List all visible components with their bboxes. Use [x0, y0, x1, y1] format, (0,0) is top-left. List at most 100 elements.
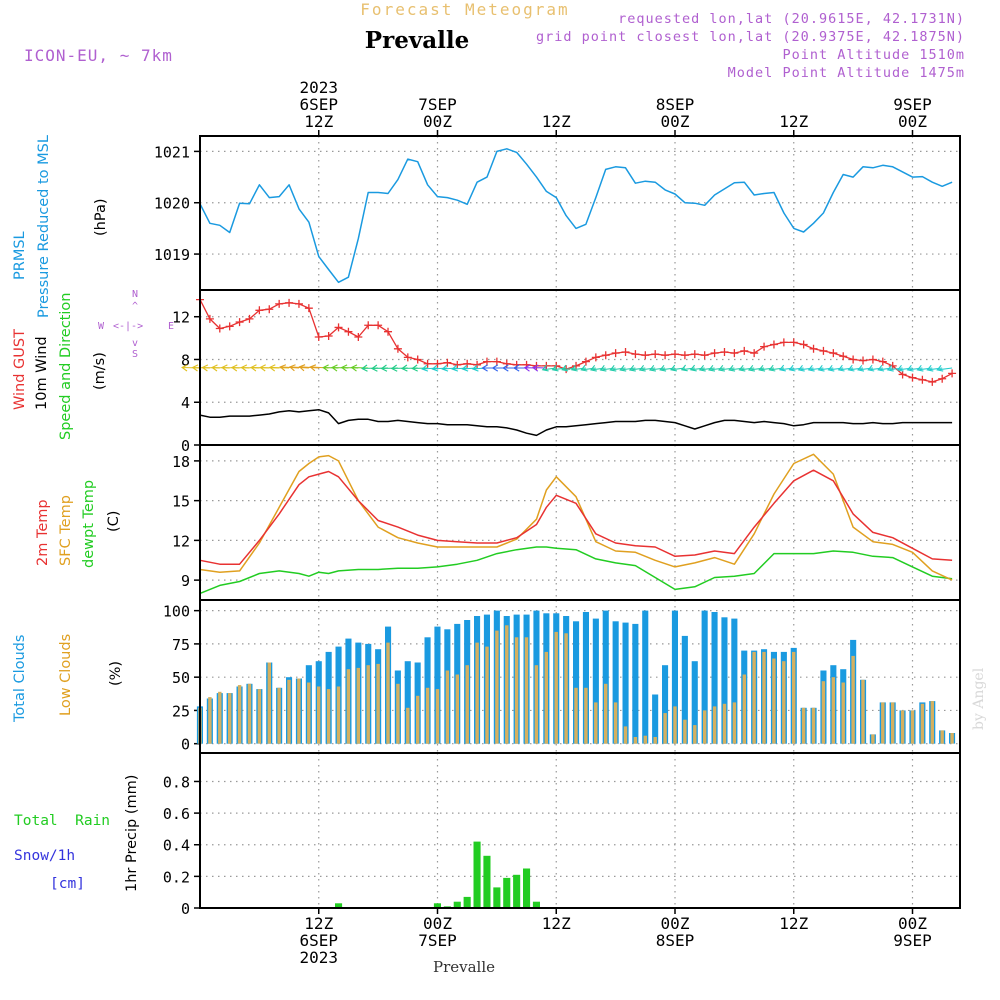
top-tick-label-2-0: 12Z — [542, 112, 571, 131]
gust-marker-22 — [413, 355, 422, 364]
gust-marker-45 — [641, 351, 650, 360]
wind-arrow-60 — [778, 364, 794, 372]
temperature-ytick-label-2: 15 — [172, 493, 190, 511]
total-cloud-bar-53 — [721, 617, 728, 744]
top-tick-label-0-0: 2023 — [299, 78, 338, 97]
gust-marker-58 — [769, 340, 778, 349]
gust-marker-75 — [938, 374, 947, 383]
low-cloud-bar-20 — [396, 683, 400, 744]
gust-marker-73 — [918, 375, 927, 384]
gust-marker-65 — [839, 352, 848, 361]
wind-arrow-54 — [717, 364, 735, 372]
wind-arrow-9 — [268, 364, 290, 372]
wind-dir-label: Speed and Direction — [58, 293, 74, 440]
gust-marker-21 — [403, 353, 412, 362]
rain-bar-1 — [433, 903, 441, 908]
low-cloud-bar-26 — [455, 674, 459, 744]
total-cloud-bar-49 — [681, 635, 688, 744]
gust-marker-24 — [433, 359, 442, 368]
low-cloud-bar-38 — [574, 687, 578, 744]
wind-arrow-51 — [689, 364, 705, 372]
gust-marker-68 — [868, 355, 877, 364]
wind-arrow-67 — [847, 364, 864, 372]
gust-marker-71 — [898, 370, 907, 379]
wind-arrow-75 — [926, 364, 943, 372]
low-cloud-bar-58 — [772, 658, 776, 744]
clouds-ytick-label-2: 50 — [172, 669, 190, 687]
low-cloud-bar-74 — [930, 701, 934, 744]
credit: by Angel — [971, 667, 987, 730]
gust-marker-44 — [631, 350, 640, 359]
gust-marker-8 — [275, 299, 284, 308]
gust-marker-38 — [572, 361, 581, 370]
gust-marker-47 — [661, 351, 670, 360]
super-title: Forecast Meteogram — [360, 0, 569, 19]
wind-arrow-64 — [817, 364, 834, 372]
temperature-ytick-label-0: 9 — [181, 572, 190, 590]
grid-point-coords: grid point closest lon,lat (20.9375E, 42… — [536, 29, 965, 45]
pressure-label-1: PRMSL — [12, 231, 28, 280]
gust-marker-20 — [393, 344, 402, 353]
temperature-ytick-label-3: 18 — [172, 453, 190, 471]
total-cloud-bar-54 — [731, 618, 738, 744]
gust-marker-56 — [750, 349, 759, 358]
low-cloud-bar-14 — [336, 686, 341, 744]
wind-arrow-53 — [708, 364, 725, 372]
low-cloud-bar-6 — [257, 689, 262, 744]
gust-marker-53 — [720, 348, 729, 356]
low-cloud-bar-28 — [475, 642, 479, 744]
low-cloud-bar-19 — [386, 642, 390, 744]
wind-arrow-10 — [279, 364, 300, 372]
gust-marker-72 — [908, 373, 917, 382]
sfc-series-line — [199, 453, 953, 581]
gust-marker-9 — [285, 298, 294, 307]
low-cloud-bar-29 — [485, 646, 489, 744]
precipitation-panel: 0 0.2 0.4 0.6 0.8 — [163, 753, 960, 918]
wind-arrow-39 — [570, 364, 586, 372]
precipitation-frame — [199, 752, 961, 909]
gust-marker-4 — [235, 318, 244, 327]
total-cloud-bar-43 — [622, 622, 629, 744]
low-cloud-bar-47 — [663, 713, 667, 744]
low-cloud-bar-12 — [317, 686, 321, 744]
wind-arrow-25 — [431, 364, 448, 372]
low-cloud-bar-61 — [801, 707, 806, 744]
wind-arrow-41 — [590, 364, 606, 372]
gust-marker-25 — [443, 358, 452, 367]
top-tick-label-1-0: 7SEP — [418, 95, 457, 114]
precip-unit: 1hr Precip (mm) — [124, 775, 140, 892]
model-label: ICON-EU, ~ 7km — [24, 46, 173, 65]
wind-arrow-65 — [827, 364, 844, 372]
gust-marker-52 — [710, 349, 719, 358]
compass-n: N — [132, 289, 138, 300]
low-cloud-bar-51 — [703, 710, 707, 744]
top-tick-label-0-1: 6SEP — [299, 95, 338, 114]
precipitation-ytick-label-0: 0 — [181, 900, 190, 918]
snow-label: Snow/1h — [14, 848, 75, 864]
wind-panel: 0 4 8 12 — [172, 290, 960, 455]
page-title: Prevalle — [365, 27, 469, 54]
gust-marker-19 — [384, 327, 393, 336]
clouds-ytick-label-4: 100 — [163, 603, 190, 621]
low-cloud-bar-9 — [287, 679, 291, 744]
low-cloud-bar-17 — [366, 665, 370, 744]
gust-marker-39 — [581, 357, 590, 366]
gust-marker-3 — [225, 322, 234, 331]
compass-w: W — [98, 321, 105, 332]
low-cloud-bar-34 — [534, 665, 539, 744]
temperature-frame — [199, 444, 961, 601]
wind-arrow-71 — [886, 364, 903, 372]
low-cloud-bar-72 — [910, 710, 915, 744]
point-altitude: Point Altitude 1510m — [782, 47, 965, 63]
gust-marker-51 — [700, 351, 709, 360]
wind-arrow-44 — [619, 364, 636, 372]
low-cloud-bar-64 — [831, 677, 835, 744]
low-cloud-bar-69 — [881, 702, 885, 744]
wind-arrow-63 — [807, 364, 824, 372]
precipitation-ytick-label-2: 0.4 — [163, 837, 190, 855]
wind-arrow-66 — [837, 364, 854, 372]
total-cloud-bar-24 — [434, 626, 441, 744]
low-cloud-bar-16 — [356, 667, 360, 744]
low-cloud-bar-59 — [782, 661, 786, 744]
